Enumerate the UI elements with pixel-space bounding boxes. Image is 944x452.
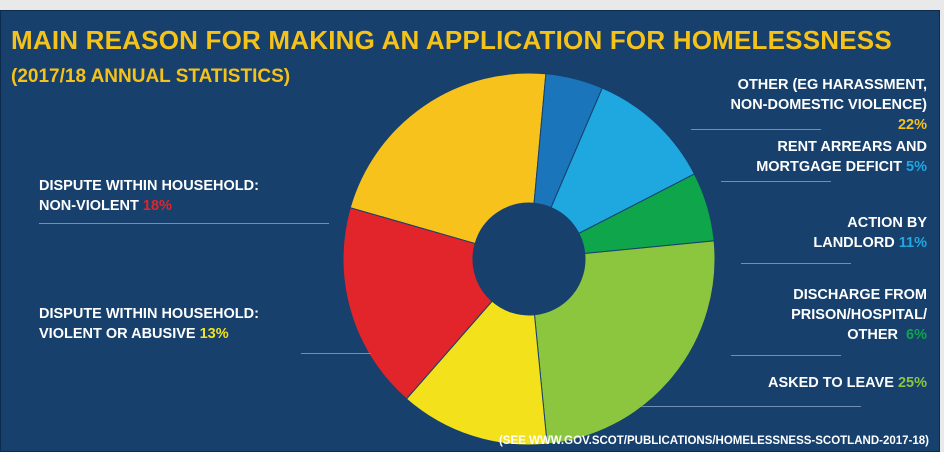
label-violent: DISPUTE WITHIN HOUSEHOLD: VIOLENT OR ABU…	[39, 304, 259, 344]
leader-line-landlord	[741, 263, 851, 264]
label-violent-line1: DISPUTE WITHIN HOUSEHOLD:	[39, 306, 259, 322]
source-note: (SEE WWW.GOV.SCOT/PUBLICATIONS/HOMELESSN…	[498, 435, 929, 447]
donut-hole	[473, 203, 585, 315]
leader-line-rent-arrears	[721, 181, 831, 182]
label-discharge-line3: OTHER	[847, 327, 898, 343]
label-non-violent-line2: NON-VIOLENT	[39, 198, 139, 214]
label-rent-arrears-line2: MORTGAGE DEFICIT	[756, 159, 902, 175]
label-discharge: DISCHARGE FROM PRISON/HOSPITAL/ OTHER 6%	[791, 285, 927, 345]
chart-title: MAIN REASON FOR MAKING AN APPLICATION FO…	[11, 25, 892, 55]
label-landlord-line2: LANDLORD	[813, 235, 895, 251]
leader-line-asked-to-leave	[641, 406, 861, 407]
leader-line-other	[691, 129, 821, 130]
label-discharge-line2: PRISON/HOSPITAL/	[791, 307, 927, 323]
label-other-line2: NON-DOMESTIC VIOLENCE)	[730, 97, 927, 113]
label-other-pct: 22%	[897, 117, 927, 133]
label-discharge-pct: 6%	[906, 327, 927, 343]
chart-subtitle: (2017/18 ANNUAL STATISTICS)	[11, 66, 291, 87]
label-non-violent-pct: 18%	[142, 198, 172, 214]
slice-non-violent	[342, 207, 493, 400]
label-violent-line2: VIOLENT OR ABUSIVE	[39, 326, 196, 342]
label-discharge-line1: DISCHARGE FROM	[793, 287, 927, 303]
label-landlord-line1: ACTION BY	[847, 215, 927, 231]
label-other-line1: OTHER (EG HARASSMENT,	[737, 77, 927, 93]
label-landlord-pct: 11%	[898, 235, 927, 251]
label-other: OTHER (EG HARASSMENT, NON-DOMESTIC VIOLE…	[730, 75, 927, 135]
label-action-by-landlord: ACTION BY LANDLORD 11%	[813, 213, 927, 253]
label-non-violent: DISPUTE WITHIN HOUSEHOLD: NON-VIOLENT 18…	[39, 176, 259, 216]
leader-line-discharge	[731, 355, 841, 356]
label-asked-to-leave: ASKED TO LEAVE 25%	[768, 373, 927, 393]
label-rent-arrears: RENT ARREARS AND MORTGAGE DEFICIT 5%	[756, 137, 927, 177]
slice-other	[349, 72, 547, 245]
leader-line-violent	[301, 353, 371, 354]
label-rent-arrears-pct: 5%	[906, 159, 927, 175]
label-non-violent-line1: DISPUTE WITHIN HOUSEHOLD:	[39, 178, 259, 194]
label-violent-pct: 13%	[199, 326, 229, 342]
leader-line-non-violent	[39, 223, 329, 224]
label-asked-line1: ASKED TO LEAVE	[767, 375, 894, 391]
donut-chart	[342, 72, 716, 446]
infographic-panel: MAIN REASON FOR MAKING AN APPLICATION FO…	[0, 10, 940, 452]
label-asked-pct: 25%	[897, 375, 927, 391]
label-rent-arrears-line1: RENT ARREARS AND	[777, 139, 927, 155]
